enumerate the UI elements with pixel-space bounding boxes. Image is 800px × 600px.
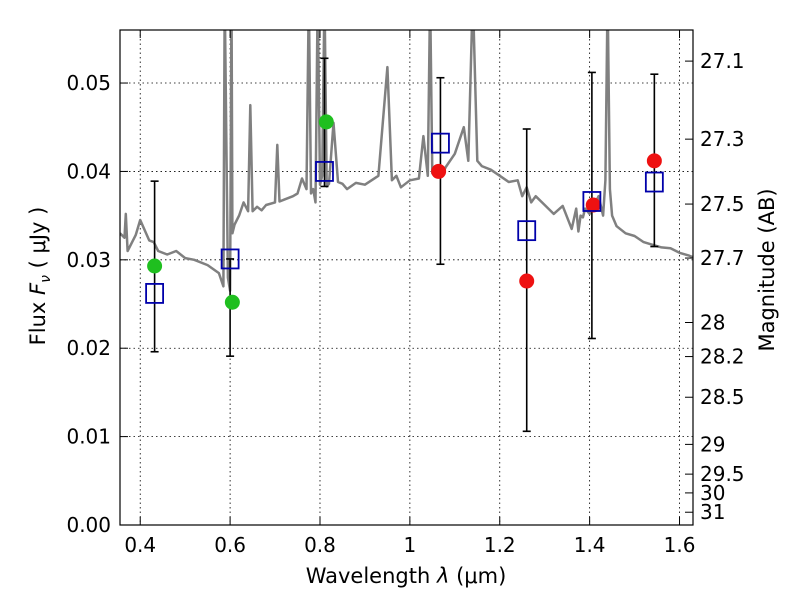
y-axis-ticks: 0.00 0.01 0.02 0.03 0.04 0.05 — [66, 71, 128, 537]
x-tick-label: 0.8 — [304, 533, 336, 557]
x-tick-label: 1.2 — [484, 533, 516, 557]
y2-tick-label: 27.5 — [700, 192, 745, 216]
y-tick-label: 0.01 — [66, 425, 111, 449]
y2-tick-label: 28.2 — [700, 345, 745, 369]
x-tick-label: 1.4 — [574, 533, 606, 557]
y-tick-label: 0.04 — [66, 159, 111, 183]
model-spectrum-layer — [120, 30, 693, 293]
y2-tick-label: 30 — [700, 481, 725, 505]
plot-frame — [119, 29, 694, 526]
y-tick-label: 0.00 — [66, 513, 111, 537]
y2-tick-label: 28 — [700, 311, 725, 335]
y-tick-label: 0.02 — [66, 336, 111, 360]
model-photometry-square — [582, 191, 602, 212]
green-data-point — [224, 294, 240, 310]
model-photometry-square — [145, 283, 165, 304]
green-data-point — [318, 114, 334, 130]
y2-tick-label: 28.5 — [700, 385, 745, 409]
model-spectrum-line — [120, 30, 693, 293]
x-axis-label: Wavelength λ (μm) — [306, 564, 507, 588]
red-data-point — [646, 153, 662, 169]
model-photometry-square — [644, 171, 664, 193]
x-tick-label: 1.6 — [664, 533, 696, 557]
marker-layer — [145, 114, 664, 310]
red-data-point — [585, 197, 601, 213]
green-data-point — [147, 258, 163, 274]
y-tick-label: 0.05 — [66, 71, 111, 95]
red-data-point — [431, 163, 447, 179]
y2-axis-label: Magnitude (AB) — [755, 188, 779, 351]
y2-tick-label: 29 — [700, 432, 725, 456]
model-photometry-square — [431, 132, 450, 154]
model-photometry-square — [315, 161, 334, 182]
y2-tick-label: 27.3 — [700, 127, 745, 151]
x-axis-ticks: 0.4 0.6 0.8 1 1.2 1.4 1.6 — [124, 30, 695, 557]
x-tick-label: 0.6 — [214, 533, 246, 557]
y2-tick-label: 27.1 — [700, 49, 745, 73]
red-data-point — [519, 273, 535, 289]
y2-tick-label: 27.7 — [700, 246, 745, 270]
x-tick-label: 1 — [404, 533, 417, 557]
y2-tick-label: 31 — [700, 500, 725, 524]
model-photometry-square — [220, 248, 240, 270]
model-photometry-square — [517, 220, 537, 242]
y-tick-label: 0.03 — [66, 248, 111, 272]
x-tick-label: 0.4 — [124, 533, 156, 557]
y2-tick-label: 29.5 — [700, 462, 745, 486]
y-axis-label: Flux Fν ( μJy ) — [26, 207, 54, 346]
